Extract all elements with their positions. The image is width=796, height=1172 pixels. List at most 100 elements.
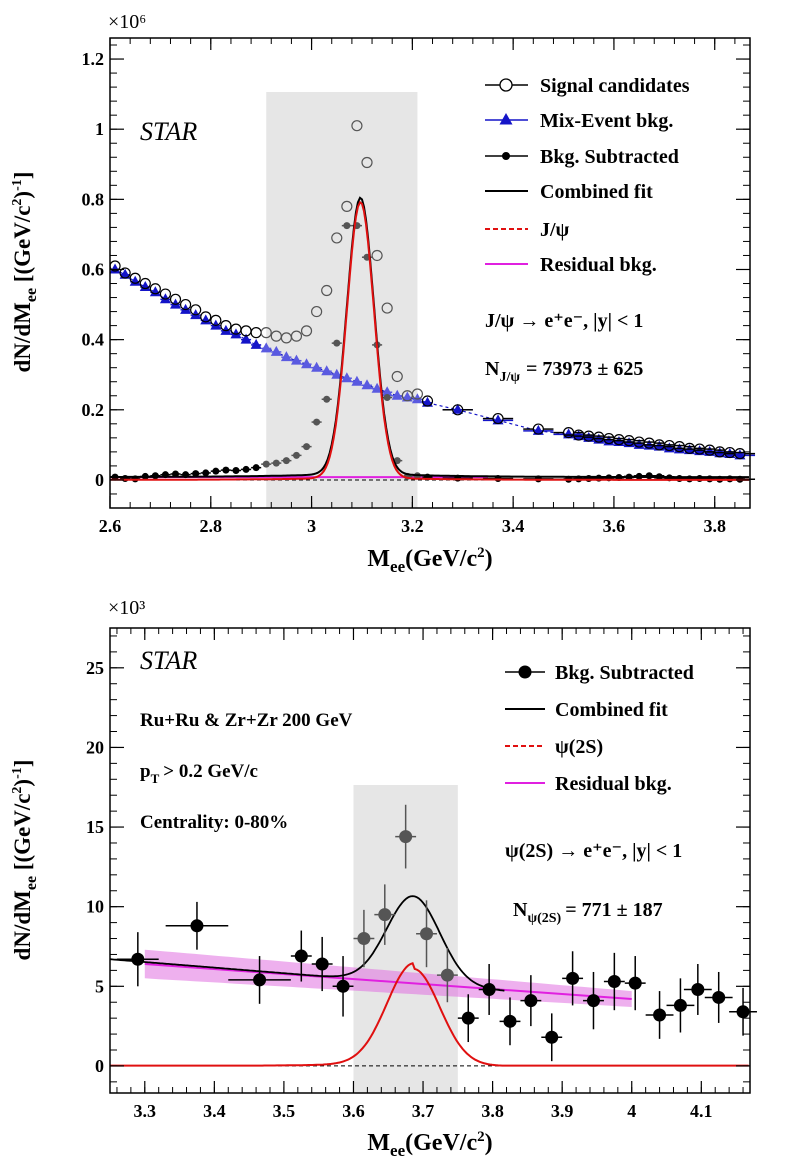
combined-fit-curve [110, 196, 749, 479]
bkg-sub-point [343, 222, 351, 230]
mix-event-point [734, 449, 746, 460]
mix-event-point [109, 263, 121, 274]
bkg-sub-point [315, 957, 329, 971]
bkg-sub-point [192, 470, 200, 478]
mix-event-point [139, 281, 151, 292]
y-tick-label: 25 [86, 658, 104, 678]
signal-candidate-point [391, 370, 403, 383]
y-tick-label: 5 [95, 976, 104, 996]
bkg-sub-point [524, 994, 538, 1008]
bkg-sub-point [357, 932, 371, 946]
bkg-sub-point [292, 451, 300, 459]
x-tick-label: 3.5 [273, 1101, 296, 1121]
mass-window-shading [266, 92, 418, 508]
bkg-sub-point [190, 919, 204, 933]
y-tick-label: 1 [95, 119, 104, 139]
y-tick-label: 0 [95, 1056, 104, 1076]
mix-event-point [411, 393, 423, 404]
x-tick-label: 4 [627, 1101, 636, 1121]
legend-label-jpsi: J/ψ [540, 219, 570, 241]
y-axis-title: dN/dMee [(GeV/c2)-1] [10, 760, 40, 961]
legend-label-residual: Residual bkg. [555, 773, 672, 795]
data-marks [109, 120, 756, 483]
x-tick-label: 3.4 [203, 1101, 226, 1121]
decay-annotation: J/ψ → e⁺e⁻, |y| < 1 [485, 310, 643, 332]
signal-candidate-point [381, 302, 393, 314]
mix-event-point [401, 391, 413, 402]
bkg-sub-point [645, 472, 653, 480]
open-circle-marker-icon [499, 78, 513, 92]
y-tick-label: 0.4 [82, 330, 105, 350]
mix-event-point [250, 338, 262, 349]
jpsi-panel: 2.6 2.8 3 3.2 3.4 3.6 3.8 0 0.2 0.4 0.6 0.8 1 1.2 ×10… [10, 11, 756, 576]
mix-event-point [391, 389, 403, 400]
bkg-sub-point [272, 459, 280, 467]
x-tick-label: 4.1 [690, 1101, 713, 1121]
psi2s-fit-curve [110, 962, 749, 1067]
centrality-label: Centrality: 0-80% [140, 812, 288, 833]
mix-event-point [190, 309, 202, 320]
pt-subscript: T [151, 771, 160, 786]
star-label: STAR [140, 117, 197, 146]
y-tick-label: 0.8 [82, 189, 105, 209]
yield-symbol: N [485, 358, 500, 380]
bkg-sub-point [628, 976, 642, 990]
combined-fit-curve [109, 895, 505, 992]
yield-subscript: ψ(2S) [527, 911, 561, 926]
x-axis-title: Mee(GeV/c2) [367, 545, 492, 576]
mix-event-point [321, 365, 333, 376]
filled-circle-marker-icon [518, 665, 532, 679]
signal-candidate-point [311, 305, 323, 318]
bkg-sub-point [440, 968, 454, 982]
y-tick-label: 0.6 [82, 259, 105, 279]
signal-candidate-point [452, 404, 464, 416]
bkg-sub-point [252, 464, 260, 472]
bkg-sub-point [673, 998, 687, 1012]
signal-candidate-point [149, 283, 161, 295]
mix-event-point [159, 293, 171, 304]
bkg-sub-point [172, 470, 180, 478]
bkg-sub-point [736, 1005, 750, 1019]
signal-candidate-point [190, 304, 202, 316]
x-tick-label: 3.8 [481, 1101, 504, 1121]
signal-candidate-point [220, 320, 232, 332]
mix-event-point [311, 361, 323, 372]
legend-label-signal: Signal candidates [540, 75, 690, 97]
filled-circle-marker-icon [502, 152, 510, 160]
signal-candidate-point [371, 249, 383, 262]
bkg-sub-point [566, 971, 580, 985]
legend-label-residual: Residual bkg. [540, 254, 657, 276]
bkg-sub-point [212, 467, 220, 475]
bkg-sub-point [691, 982, 705, 996]
pt-symbol: p [140, 761, 151, 782]
pt-cut-value: > 0.2 GeV/c [163, 761, 258, 782]
y-tick-label: 1.2 [82, 49, 105, 69]
bkg-sub-point [131, 952, 145, 966]
y-tick-label: 10 [86, 897, 104, 917]
mix-event-point [230, 328, 242, 339]
bkg-sub-point [399, 830, 413, 844]
legend-label-bkgsub: Bkg. Subtracted [540, 146, 679, 168]
bkg-sub-point [545, 1030, 559, 1044]
signal-candidate-point [341, 200, 353, 212]
x-tick-label: 3.6 [342, 1101, 365, 1121]
signal-candidate-point [734, 448, 746, 460]
bkg-sub-point [282, 457, 290, 465]
bkg-sub-point [222, 466, 230, 474]
plot-frame [109, 37, 751, 509]
signal-candidate-point [290, 330, 303, 342]
bkg-sub-point [336, 979, 350, 993]
x-tick-label: 3.9 [551, 1101, 574, 1121]
mix-event-point [220, 324, 232, 335]
signal-candidate-point [562, 426, 575, 439]
mix-event-point [270, 345, 282, 356]
yield-symbol: N [513, 899, 528, 921]
yield-subscript: J/ψ [499, 370, 520, 385]
y-tick-label: 20 [86, 737, 104, 757]
bkg-sub-point [586, 994, 600, 1008]
bkg-sub-point [323, 395, 331, 403]
mix-event-point [301, 358, 313, 369]
bkg-sub-point [232, 466, 240, 474]
x-tick-label: 3.2 [401, 516, 424, 536]
